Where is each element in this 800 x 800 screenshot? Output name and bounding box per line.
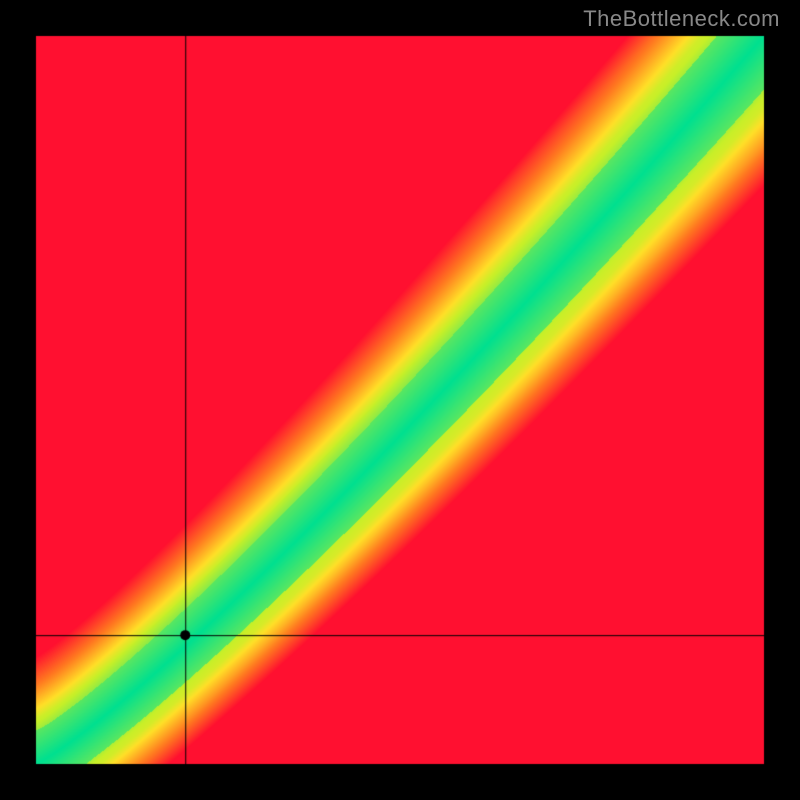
bottleneck-heatmap [0, 0, 800, 800]
watermark-text: TheBottleneck.com [583, 6, 780, 32]
chart-container: TheBottleneck.com [0, 0, 800, 800]
